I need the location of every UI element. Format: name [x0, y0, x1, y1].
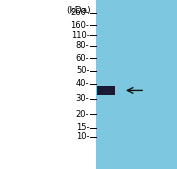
Text: 30-: 30- — [76, 94, 89, 103]
Bar — [96, 0, 177, 169]
Text: 15-: 15- — [76, 123, 89, 132]
Text: 60-: 60- — [76, 54, 89, 63]
Text: 10-: 10- — [76, 132, 89, 141]
Text: 20-: 20- — [76, 110, 89, 119]
Text: 40-: 40- — [76, 79, 89, 88]
Text: 160-: 160- — [70, 21, 89, 30]
Text: 110-: 110- — [71, 31, 89, 40]
Text: 80-: 80- — [76, 41, 89, 50]
Text: (kDa): (kDa) — [67, 6, 91, 15]
Text: 260-: 260- — [70, 8, 89, 17]
Bar — [97, 86, 115, 95]
Text: 50-: 50- — [76, 66, 89, 76]
